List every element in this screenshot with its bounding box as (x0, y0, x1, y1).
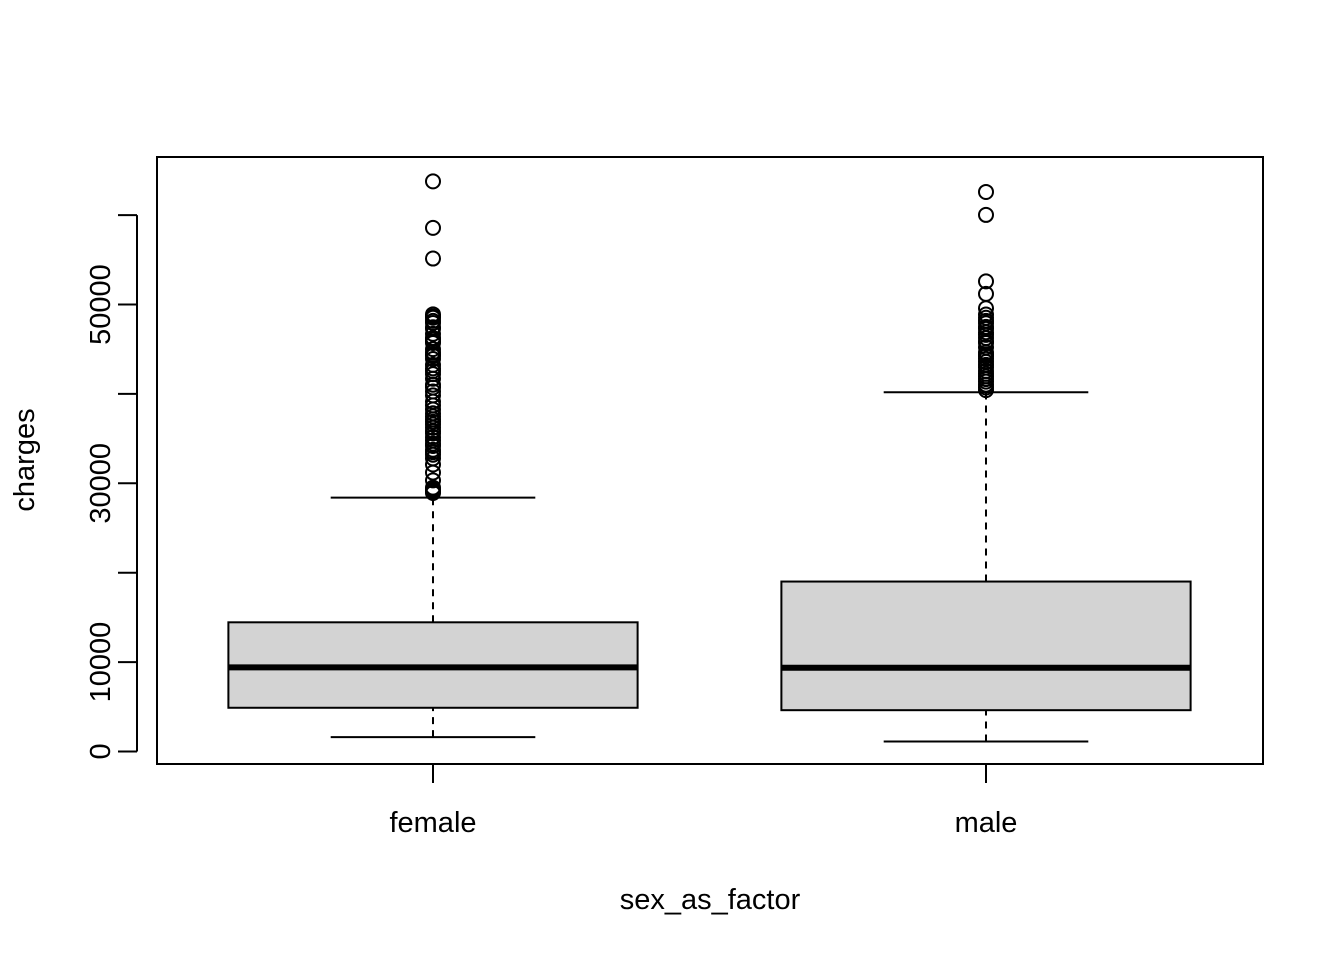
y-tick-label: 30000 (85, 443, 117, 524)
outlier-point (978, 382, 994, 399)
outlier-point (425, 219, 441, 236)
outlier-point (425, 325, 441, 342)
outlier-point (425, 472, 441, 489)
plot-frame (156, 156, 1264, 765)
outlier-point (978, 300, 994, 317)
axes-layer: female male 0 10000 30000 50000 (85, 214, 1018, 839)
outlier-point (425, 334, 441, 351)
outlier-point (425, 484, 441, 501)
x-tick-label: female (389, 807, 476, 839)
boxes-layer (227, 173, 1192, 743)
x-axis-title: sex_as_factor (620, 884, 801, 916)
box-male (780, 183, 1192, 743)
y-tick-label: 0 (85, 743, 117, 759)
outlier-point (978, 273, 994, 290)
outlier-point (425, 250, 441, 267)
x-tick-label: male (955, 807, 1018, 839)
box-female (227, 173, 639, 739)
outlier-point (425, 456, 441, 473)
outlier-point (425, 351, 441, 368)
outlier-point (978, 183, 994, 200)
outlier-point (978, 206, 994, 223)
y-tick-label: 50000 (85, 264, 117, 345)
outlier-point (425, 173, 441, 190)
iqr-box (780, 580, 1192, 712)
y-tick-label: 10000 (85, 622, 117, 703)
y-axis-title: charges (9, 408, 41, 511)
outlier-point (425, 464, 441, 481)
outlier-point (425, 370, 441, 387)
